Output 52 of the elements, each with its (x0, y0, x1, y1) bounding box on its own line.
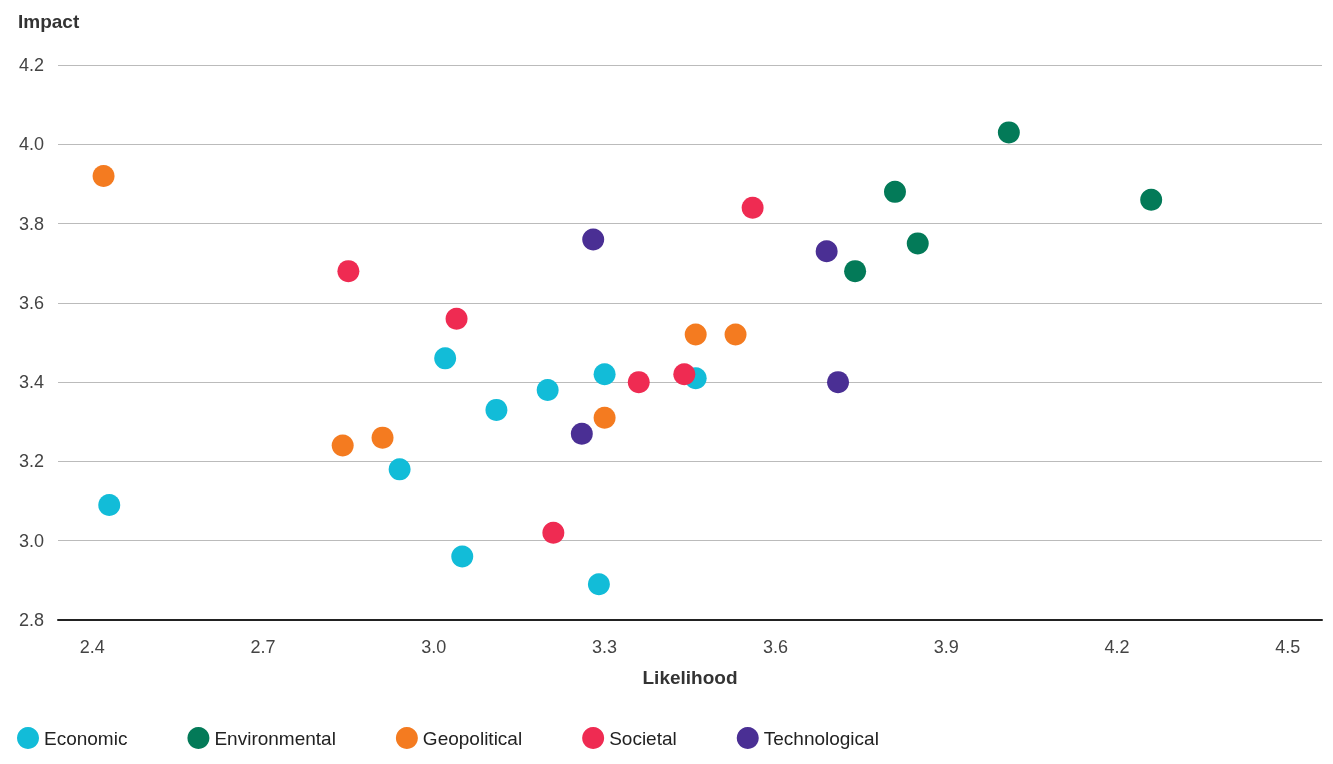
x-tick-label: 3.6 (762, 637, 788, 657)
y-tick-label: 4.2 (18, 55, 44, 75)
y-tick-label: 3.8 (18, 213, 44, 234)
y-tick-label: 4.0 (18, 134, 44, 155)
x-tick-label: 3.0 (421, 637, 447, 657)
point (337, 260, 360, 283)
y-tick-label: 3.6 (18, 292, 44, 313)
point (536, 379, 559, 402)
x-tick-label: 3.9 (933, 637, 959, 657)
point (906, 232, 929, 255)
point (485, 398, 508, 421)
x-tick-label: 4.5 (1275, 637, 1301, 657)
point (1140, 188, 1163, 211)
y-tick-label: 3.4 (18, 372, 44, 393)
point (997, 121, 1020, 144)
point (582, 228, 605, 251)
point (451, 545, 474, 568)
point (388, 458, 411, 481)
point (593, 406, 616, 429)
point (593, 363, 616, 386)
point (884, 180, 906, 203)
point (98, 494, 121, 517)
point (741, 196, 764, 219)
point (827, 371, 850, 394)
point (570, 422, 593, 445)
point (92, 165, 115, 187)
x-tick-label: 2.4 (79, 637, 105, 657)
point (587, 573, 610, 596)
legend-label: Technological (763, 727, 879, 749)
point (331, 434, 354, 457)
point (844, 260, 867, 283)
legend-label: Societal (609, 727, 677, 749)
x-axis-title: Likelihood (642, 667, 738, 688)
point (815, 240, 838, 263)
point (684, 323, 707, 346)
legend-label: Environmental (214, 727, 336, 749)
y-tick-label: 2.8 (18, 610, 44, 630)
legend-label: Economic (44, 727, 128, 749)
x-tick-label: 3.3 (592, 637, 618, 657)
y-tick-label: 3.0 (18, 530, 44, 551)
point (542, 521, 565, 544)
point (673, 363, 696, 386)
point (445, 307, 468, 330)
x-tick-label: 2.7 (250, 637, 276, 657)
point (724, 323, 747, 346)
x-tick-label: 4.2 (1104, 637, 1130, 657)
point (434, 347, 457, 370)
y-tick-label: 3.2 (18, 451, 44, 472)
point (371, 426, 394, 449)
y-axis-title: Impact (18, 11, 80, 32)
legend-label: Geopolitical (422, 727, 523, 749)
point (627, 371, 650, 394)
